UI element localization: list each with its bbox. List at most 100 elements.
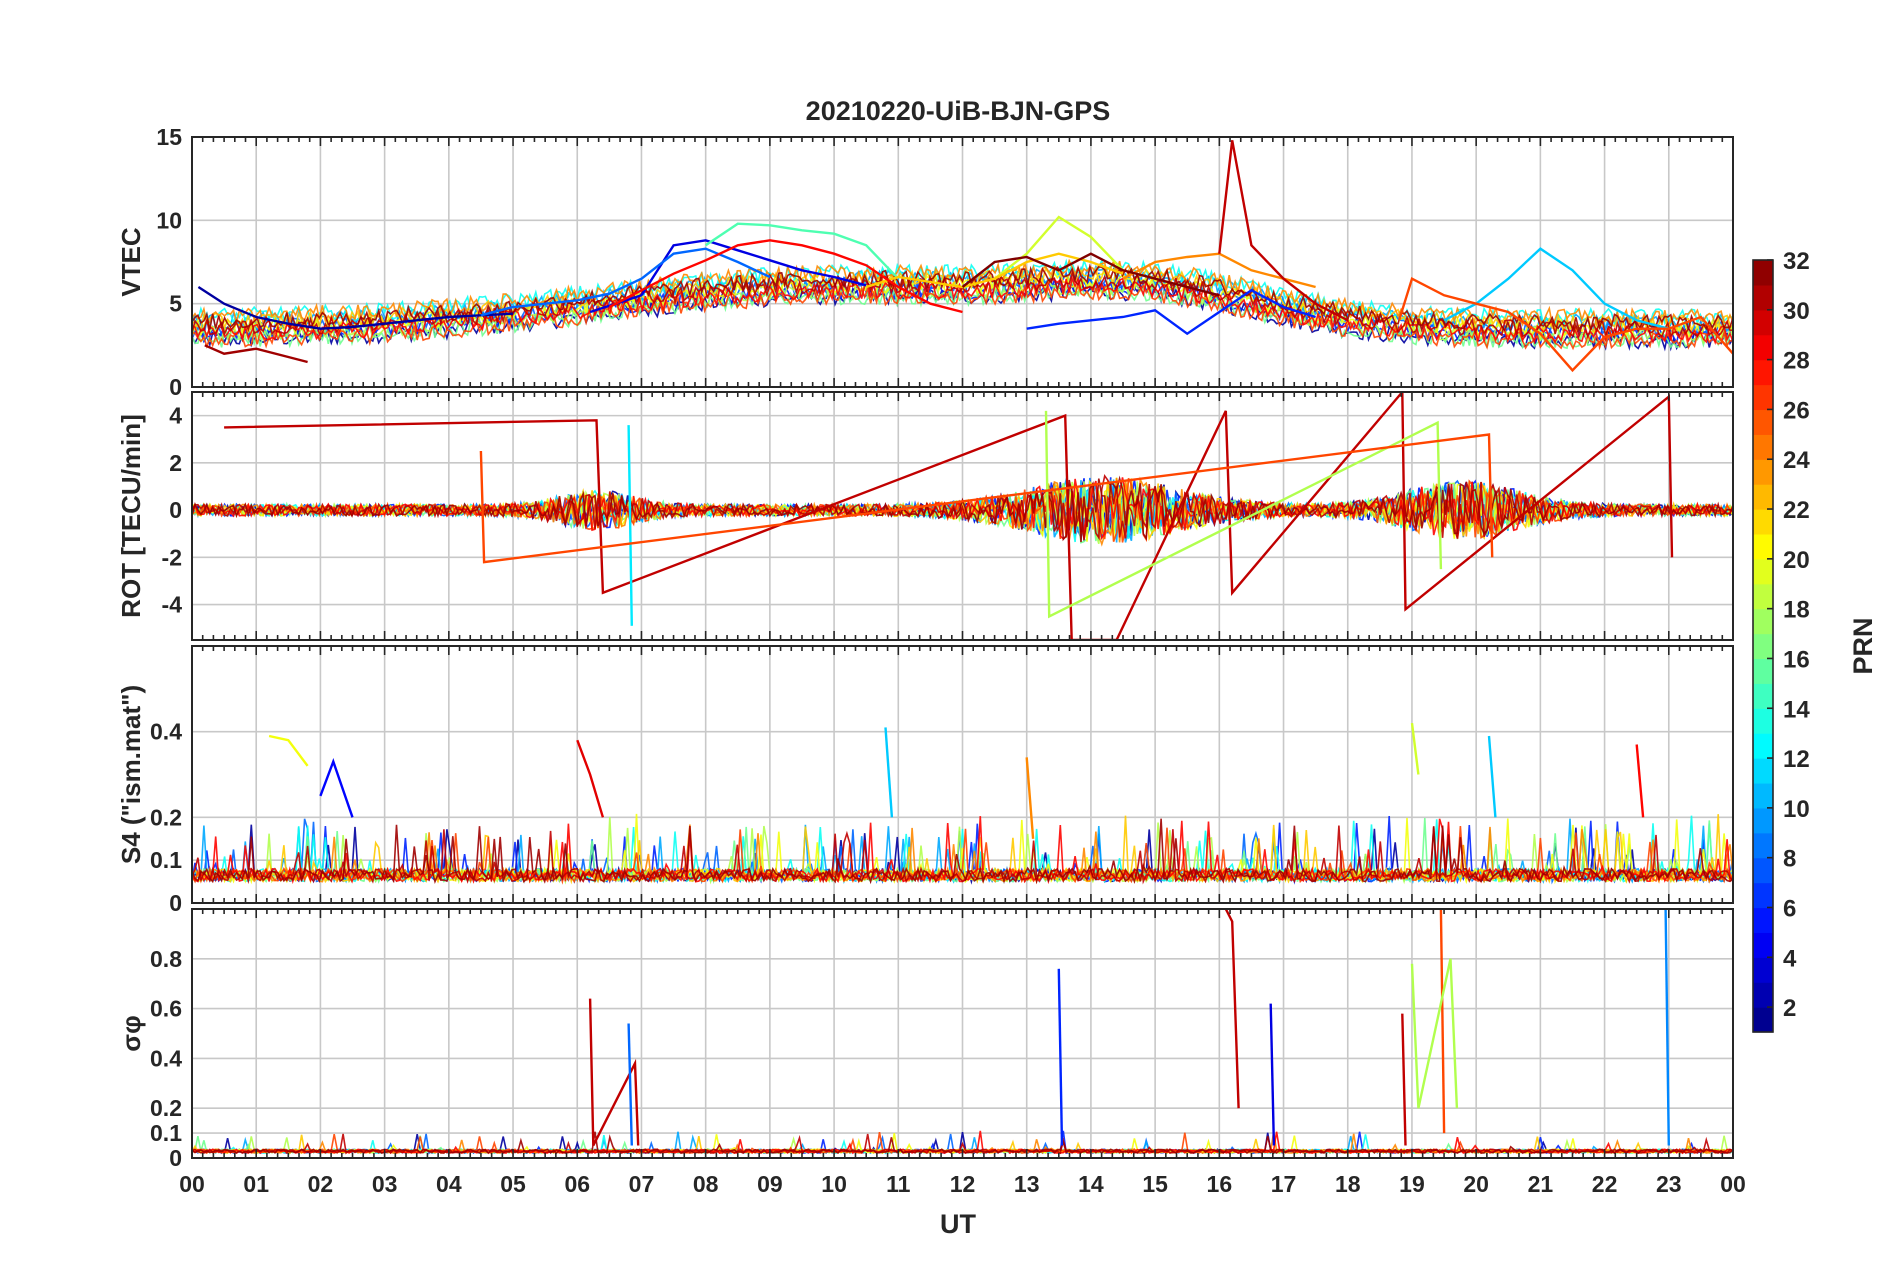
series-line-prn-11	[1487, 735, 1497, 818]
x-tick-label: 23	[1656, 1171, 1682, 1197]
series-line-prn-30	[1218, 140, 1349, 322]
colorbar-segment	[1753, 284, 1773, 311]
series-line-prn-18	[1410, 958, 1459, 1109]
x-tick-label: 00	[1720, 1171, 1746, 1197]
series-line-prn-9	[1664, 909, 1670, 1146]
series-line-prn-30	[1401, 1013, 1407, 1146]
x-tick-label: 20	[1463, 1171, 1489, 1197]
x-axis-label: UT	[940, 1209, 976, 1239]
series-line-prn-12	[627, 425, 633, 626]
colorbar-segment	[1753, 982, 1773, 1008]
y-tick-label: 0.8	[150, 946, 182, 972]
y-tick-label: 0.1	[150, 847, 182, 873]
y-tick-label: -4	[162, 592, 183, 618]
colorbar-segment	[1753, 882, 1773, 909]
series-line-prn-11	[884, 727, 894, 818]
x-tick-label: 01	[243, 1171, 269, 1197]
series-line-prn-8	[480, 247, 771, 317]
colorbar-tick-label: 8	[1783, 846, 1796, 873]
series-line-prn-30	[1224, 909, 1240, 1109]
x-tick-label: 11	[886, 1171, 911, 1197]
series-line-prn-26	[1439, 909, 1446, 1134]
y-tick-label: 4	[169, 403, 182, 429]
series-line-prn-24	[1025, 757, 1035, 839]
panel-vtec: 0 5 10 15 VTEC	[116, 124, 1734, 400]
colorbar-tick-label: 28	[1783, 348, 1810, 375]
series-line-prn-19	[1410, 722, 1420, 775]
y-axis-label-rot: ROT [TECU/min]	[116, 414, 146, 618]
colorbar-segment	[1753, 334, 1773, 361]
colorbar-segment	[1753, 1007, 1773, 1033]
series-line-prn-26	[1397, 276, 1733, 373]
colorbar-segment	[1753, 359, 1773, 386]
background-trace	[192, 475, 1733, 543]
x-tick-label: 03	[372, 1171, 398, 1197]
x-tick-label: 21	[1528, 1171, 1554, 1197]
series-line-prn-30	[224, 392, 1674, 640]
colorbar-segment	[1753, 683, 1773, 709]
series-line-prn-31	[204, 344, 308, 364]
colorbar-segment	[1753, 583, 1773, 610]
x-tick-label: 06	[564, 1171, 590, 1197]
y-tick-label: 0.6	[150, 996, 182, 1022]
y-tick-label: 15	[156, 124, 182, 150]
y-tick-label: -2	[162, 544, 182, 570]
x-tick-label: 18	[1335, 1171, 1361, 1197]
colorbar-segment	[1753, 459, 1773, 485]
colorbar-segment	[1753, 533, 1773, 560]
panel-sigma_phi: 00.10.2 0.4 0.6 0.8 σφ	[116, 908, 1734, 1171]
series-line-prn-6	[1026, 288, 1316, 336]
panel-data-vtec	[192, 140, 1733, 373]
x-tick-label: 13	[1014, 1171, 1040, 1197]
colorbar-tick-label: 20	[1783, 547, 1810, 574]
colorbar-tick-label: 24	[1783, 447, 1810, 474]
series-line-prn-26	[479, 433, 1494, 564]
series-line-prn-8	[627, 1023, 633, 1146]
colorbar-tick-label: 14	[1783, 696, 1810, 723]
colorbar-segment	[1753, 782, 1773, 809]
x-tick-label: 08	[693, 1171, 719, 1197]
colorbar-segment	[1753, 409, 1773, 435]
x-tick-label: 02	[308, 1171, 334, 1197]
y-tick-label: 2	[169, 450, 182, 476]
colorbar-segment	[1753, 558, 1773, 585]
colorbar-tick-label: 26	[1783, 397, 1810, 424]
y-tick-label: 0.2	[150, 1095, 182, 1121]
y-tick-label: 0.4	[150, 719, 182, 745]
series-line-prn-18	[1044, 410, 1443, 619]
colorbar-tick-label: 16	[1783, 646, 1810, 673]
colorbar-tick-label: 30	[1783, 298, 1810, 325]
y-tick-label: 0	[169, 374, 182, 400]
y-axis-label-vtec: VTEC	[116, 227, 146, 297]
y-tick-label: 0.1	[150, 1120, 182, 1146]
colorbar-segment	[1753, 384, 1773, 411]
series-line-prn-11	[1443, 247, 1670, 330]
series-line-prn-5	[319, 758, 354, 818]
background-trace	[192, 818, 1733, 885]
y-tick-label: 0	[169, 890, 182, 916]
y-tick-label: 10	[156, 207, 182, 233]
colorbar-tick-label: 32	[1783, 248, 1810, 275]
series-line-prn-20	[268, 734, 309, 767]
panel-data-s4	[192, 722, 1733, 885]
series-line-prn-4	[589, 239, 867, 314]
x-tick-label: 07	[629, 1171, 655, 1197]
colorbar-segment	[1753, 309, 1773, 336]
figure-title: 20210220-UiB-BJN-GPS	[806, 96, 1111, 126]
series-line-prn-4	[1269, 1003, 1276, 1146]
background-trace	[192, 263, 1733, 334]
series-line-prn-30	[588, 998, 640, 1147]
series-line-prn-28	[608, 239, 963, 314]
colorbar-segment	[1753, 708, 1773, 734]
x-tick-label: 05	[500, 1171, 526, 1197]
colorbar-segment	[1753, 957, 1773, 983]
colorbar-tick-label: 2	[1783, 995, 1796, 1022]
y-tick-label: 0	[169, 497, 182, 523]
x-tick-label: 09	[757, 1171, 783, 1197]
colorbar-label: PRN	[1848, 617, 1878, 674]
colorbar-frame	[1752, 259, 1774, 1033]
series-line-prn-32	[961, 252, 1220, 297]
panel-data-rot	[192, 392, 1733, 640]
